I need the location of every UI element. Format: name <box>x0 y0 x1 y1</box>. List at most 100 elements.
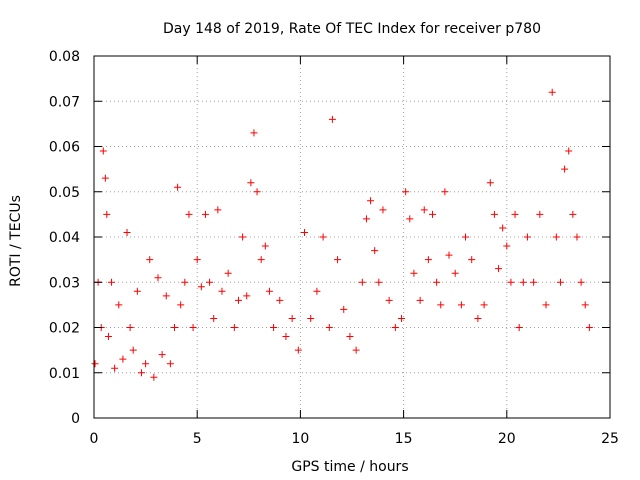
data-point <box>137 369 145 377</box>
data-point <box>556 278 564 286</box>
data-point <box>499 224 507 232</box>
data-point <box>577 278 585 286</box>
data-point <box>428 210 436 218</box>
x-tick-label: 0 <box>90 431 99 447</box>
data-point <box>158 351 166 359</box>
data-point <box>433 278 441 286</box>
x-tick-label: 5 <box>193 431 202 447</box>
data-point <box>457 301 465 309</box>
data-point <box>358 278 366 286</box>
data-point <box>569 210 577 218</box>
data-point <box>581 301 589 309</box>
data-point <box>515 324 523 331</box>
data-point <box>243 292 251 300</box>
data-point <box>126 324 134 331</box>
data-point <box>561 165 569 173</box>
data-point <box>536 210 544 218</box>
data-point <box>234 296 242 304</box>
data-point <box>174 183 182 191</box>
data-point <box>490 210 498 218</box>
y-tick-label: 0.04 <box>49 230 80 246</box>
axis-ticks <box>93 55 611 419</box>
data-point <box>480 301 488 309</box>
data-point <box>189 324 197 331</box>
data-point <box>406 215 414 223</box>
data-point <box>451 269 459 277</box>
data-point <box>108 278 116 286</box>
data-point <box>542 301 550 309</box>
data-point <box>123 228 131 236</box>
data-point <box>585 324 593 331</box>
data-point <box>462 233 470 241</box>
data-point <box>548 88 556 96</box>
data-point <box>410 269 418 277</box>
data-point <box>206 278 214 286</box>
x-tick-labels: 0 5 10 15 20 25 <box>90 431 619 447</box>
data-point <box>129 346 137 354</box>
data-point <box>340 305 348 313</box>
data-point <box>197 283 205 291</box>
y-tick-label: 0.06 <box>49 140 80 156</box>
data-point <box>424 256 432 264</box>
data-point <box>166 360 174 368</box>
data-point <box>177 301 185 309</box>
data-point <box>162 292 170 300</box>
data-point <box>301 228 309 236</box>
y-tick-label: 0 <box>71 411 80 427</box>
data-point <box>511 210 519 218</box>
data-point <box>362 215 370 223</box>
x-axis-label: GPS time / hours <box>291 459 408 475</box>
x-tick-label: 15 <box>395 431 413 447</box>
data-point <box>352 346 360 354</box>
data-point <box>486 179 494 187</box>
grid-lines <box>94 56 610 418</box>
data-point <box>420 206 428 214</box>
data-point <box>379 206 387 214</box>
y-tick-label: 0.01 <box>49 366 80 382</box>
data-point <box>185 210 193 218</box>
y-axis-label: ROTI / TECUs <box>8 195 24 287</box>
data-point <box>319 233 327 241</box>
data-point <box>115 301 123 309</box>
data-point <box>313 287 321 295</box>
y-tick-label: 0.03 <box>49 275 80 291</box>
data-point <box>210 314 218 322</box>
data-point <box>507 278 515 286</box>
data-point <box>91 360 99 368</box>
data-point <box>503 242 511 250</box>
data-point <box>325 324 333 331</box>
y-tick-label: 0.07 <box>49 94 80 110</box>
data-point <box>495 265 503 273</box>
data-point <box>261 242 269 250</box>
data-point <box>371 247 379 255</box>
data-point <box>468 256 476 264</box>
data-point <box>307 314 315 322</box>
data-point <box>565 147 573 155</box>
data-point <box>119 355 127 363</box>
data-point <box>328 115 336 123</box>
x-tick-label: 20 <box>498 431 516 447</box>
y-tick-label: 0.02 <box>49 321 80 337</box>
data-point <box>402 188 410 196</box>
data-point <box>257 256 265 264</box>
data-point <box>103 210 111 218</box>
data-point <box>170 324 178 331</box>
data-point <box>441 188 449 196</box>
y-tick-label: 0.08 <box>49 49 80 65</box>
data-point <box>111 364 119 372</box>
data-point <box>181 278 189 286</box>
data-point <box>218 287 226 295</box>
chart-title: Day 148 of 2019, Rate Of TEC Index for r… <box>163 21 541 37</box>
data-point <box>391 324 399 331</box>
data-point <box>230 324 238 331</box>
x-tick-label: 10 <box>291 431 309 447</box>
data-point <box>276 296 284 304</box>
data-point <box>146 256 154 264</box>
data-point <box>201 210 209 218</box>
data-point <box>214 206 222 214</box>
data-point <box>265 287 273 295</box>
data-point <box>346 333 354 341</box>
data-point <box>247 179 255 187</box>
data-point <box>253 188 261 196</box>
data-point <box>445 251 453 259</box>
